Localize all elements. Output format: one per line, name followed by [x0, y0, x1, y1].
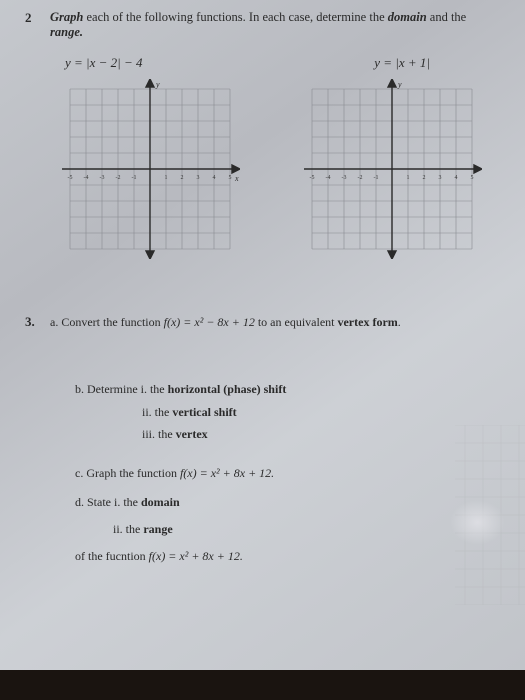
- problem-3-body: a. Convert the function f(x) = x² − 8x +…: [50, 314, 500, 564]
- svg-text:-4: -4: [326, 175, 331, 181]
- svg-text:-4: -4: [84, 175, 89, 181]
- svg-text:x: x: [234, 174, 239, 183]
- svg-text:-1: -1: [132, 175, 137, 181]
- svg-text:y: y: [155, 80, 160, 89]
- equation-2: y = |x + 1|: [374, 55, 430, 71]
- svg-text:4: 4: [213, 175, 216, 181]
- svg-text:-2: -2: [358, 175, 363, 181]
- svg-text:2: 2: [423, 175, 426, 181]
- part-3a: a. Convert the function f(x) = x² − 8x +…: [50, 314, 500, 331]
- page-smudge: [450, 500, 505, 545]
- svg-text:1: 1: [407, 175, 410, 181]
- svg-text:3: 3: [197, 175, 200, 181]
- svg-text:-3: -3: [342, 175, 347, 181]
- part-3c: c. Graph the function f(x) = x² + 8x + 1…: [75, 465, 500, 482]
- svg-text:-2: -2: [116, 175, 121, 181]
- equation-1: y = |x − 2| − 4: [65, 55, 143, 71]
- svg-text:5: 5: [229, 175, 232, 181]
- svg-text:4: 4: [455, 175, 458, 181]
- grid-left: y x -5 -4 -3 -2 -1 1 2 3 4 5: [60, 79, 240, 259]
- svg-text:1: 1: [165, 175, 168, 181]
- svg-text:-1: -1: [374, 175, 379, 181]
- problem-number-3: 3.: [25, 314, 50, 330]
- part-3b: b. Determine i. the horizontal (phase) s…: [75, 381, 500, 398]
- svg-text:2: 2: [181, 175, 184, 181]
- svg-text:y: y: [397, 80, 402, 89]
- svg-text:5: 5: [471, 175, 474, 181]
- problem-2-header: 2 Graph each of the following functions.…: [25, 10, 500, 40]
- grids-row: y x -5 -4 -3 -2 -1 1 2 3 4 5: [60, 79, 482, 259]
- svg-text:3: 3: [439, 175, 442, 181]
- table-edge: [0, 670, 525, 700]
- part-3b-ii: ii. the vertical shift: [142, 404, 500, 421]
- problem-3: 3. a. Convert the function f(x) = x² − 8…: [25, 314, 500, 564]
- grid-right: y -5 -4 -3 -2 -1 1 2 3 4 5: [302, 79, 482, 259]
- svg-text:-5: -5: [310, 175, 315, 181]
- problem-number-2: 2: [25, 10, 50, 26]
- part-3-of: of the fucntion f(x) = x² + 8x + 12.: [75, 548, 500, 565]
- svg-text:-3: -3: [100, 175, 105, 181]
- problem-2-instruction: Graph each of the following functions. I…: [50, 10, 500, 40]
- part-3d: d. State i. the domain: [75, 494, 500, 511]
- part-3d-ii: ii. the range: [113, 521, 500, 538]
- svg-text:-5: -5: [68, 175, 73, 181]
- part-3b-iii: iii. the vertex: [142, 426, 500, 443]
- equations-row: y = |x − 2| − 4 y = |x + 1|: [65, 55, 470, 71]
